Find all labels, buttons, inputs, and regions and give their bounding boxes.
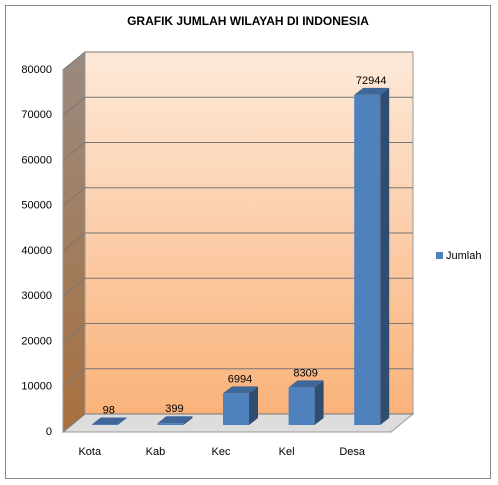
y-tick-label: 0: [46, 426, 52, 438]
bar: [91, 417, 127, 425]
bar-top: [354, 87, 390, 95]
data-label: 8309: [293, 367, 317, 379]
grid-line-side: [62, 368, 86, 388]
y-tick-label: 30000: [21, 290, 52, 302]
grid-line-side: [62, 232, 86, 252]
data-label: 399: [165, 403, 183, 415]
legend-swatch: [436, 252, 443, 259]
bar-side: [249, 386, 258, 425]
data-label: 6994: [228, 373, 252, 385]
bar-side: [183, 416, 193, 425]
bar-top: [223, 386, 258, 394]
legend-label: Jumlah: [446, 250, 481, 262]
bar-front: [354, 94, 381, 425]
y-tick-label: 50000: [21, 200, 52, 212]
grid-line-side: [62, 96, 86, 116]
grid-line-side: [62, 413, 86, 433]
bar-front: [157, 423, 184, 425]
data-label: 98: [103, 404, 115, 416]
y-tick-label: 60000: [21, 154, 52, 166]
x-tick-label: Kab: [146, 446, 166, 458]
bar-top: [157, 416, 193, 424]
y-tick-label: 40000: [21, 245, 52, 257]
x-tick-label: Kec: [212, 446, 231, 458]
grid-line-side: [62, 187, 86, 207]
x-tick-label: Kota: [78, 446, 102, 458]
y-tick-label: 80000: [21, 64, 52, 76]
bar: [223, 386, 258, 425]
grid-line-side: [62, 51, 86, 71]
x-tick-label: Desa: [339, 446, 366, 458]
grid-line-side: [62, 323, 86, 342]
bar: [157, 416, 193, 425]
bar-top: [91, 417, 127, 425]
bar-front: [288, 387, 315, 425]
bar: [288, 380, 324, 425]
bar-side: [380, 87, 390, 425]
chart-title: GRAFIK JUMLAH WILAYAH DI INDONESIA: [127, 14, 369, 28]
bar-side: [314, 380, 324, 425]
y-tick-label: 10000: [21, 381, 52, 393]
data-label: 72944: [356, 75, 387, 87]
y-tick-label: 20000: [21, 335, 52, 347]
grid-line-side: [62, 277, 86, 297]
bar-side: [117, 417, 127, 425]
grid-line-side: [62, 142, 86, 161]
y-tick-label: 70000: [21, 109, 52, 121]
bar: [354, 87, 390, 425]
bar-front: [223, 393, 249, 425]
x-tick-label: Kel: [279, 446, 295, 458]
bar-top: [288, 380, 324, 388]
